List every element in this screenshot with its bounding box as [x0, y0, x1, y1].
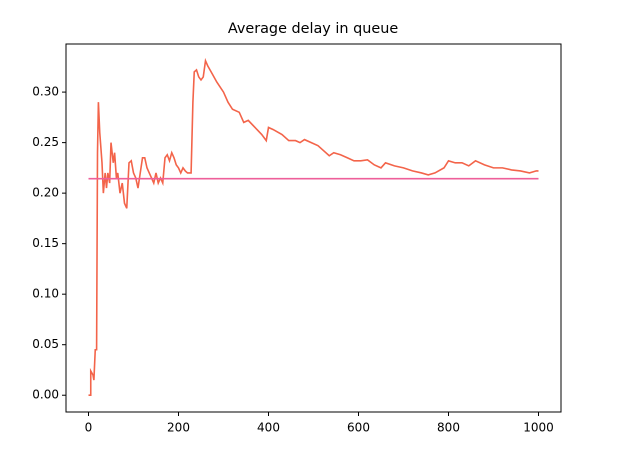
- y-tick-label: 0.25: [32, 135, 59, 149]
- chart-title: Average delay in queue: [228, 21, 398, 37]
- x-tick-label: 400: [257, 421, 280, 435]
- line: [88, 57, 539, 397]
- y-tick-label: 0.30: [32, 85, 59, 99]
- y-tick-label: 0.00: [32, 388, 59, 402]
- x-tick-label: 800: [437, 421, 460, 435]
- plot-frame: [65, 43, 562, 413]
- x-tick-label: 600: [347, 421, 370, 435]
- x-tick-label: 200: [167, 421, 190, 435]
- x-tick-label: 0: [85, 421, 93, 435]
- x-tick-label: 1000: [523, 421, 554, 435]
- y-tick-label: 0.05: [32, 337, 59, 351]
- y-tick-label: 0.10: [32, 287, 59, 301]
- y-tick-label: 0.20: [32, 186, 59, 200]
- y-tick-label: 0.15: [32, 236, 59, 250]
